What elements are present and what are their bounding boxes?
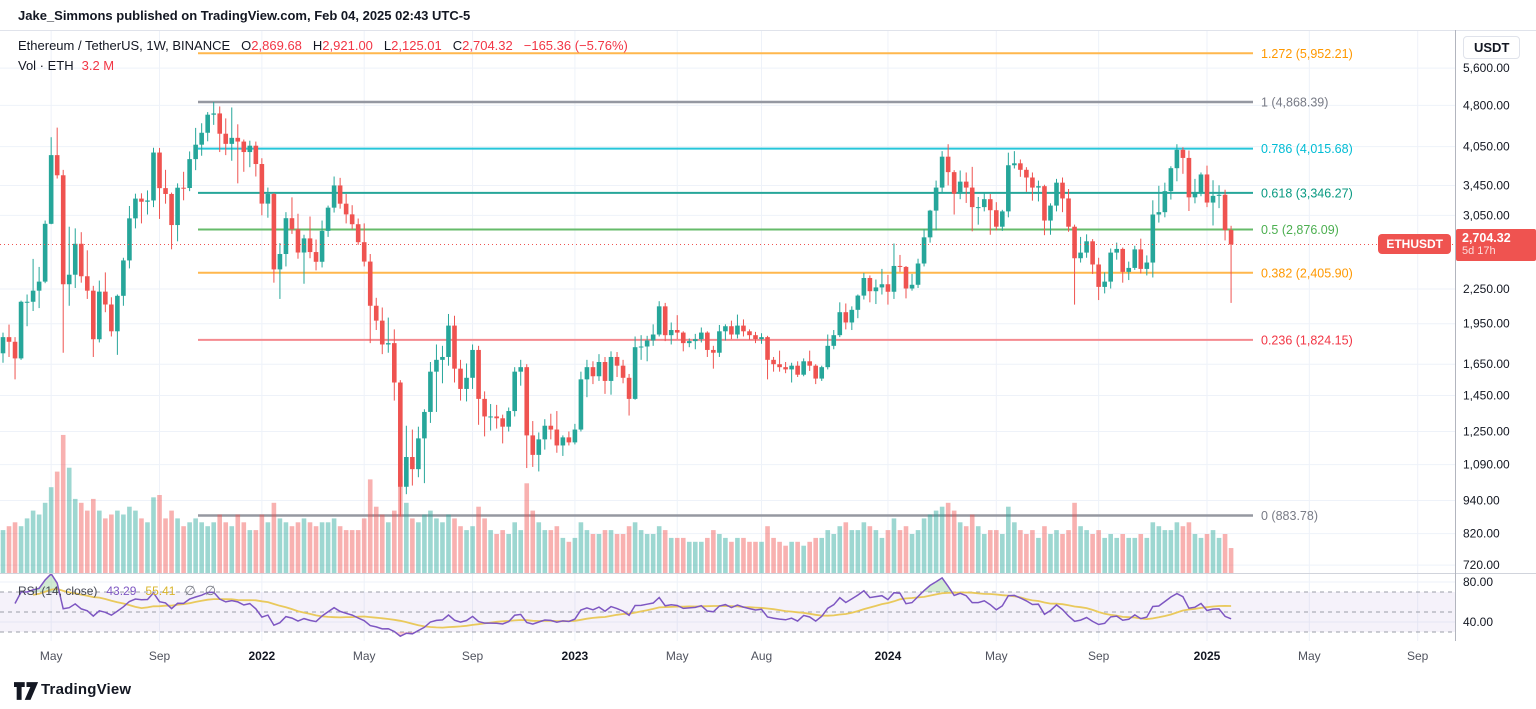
time-axis-label: May	[39, 649, 63, 663]
time-axis-label: May	[984, 649, 1008, 663]
time-axis-label: May	[352, 649, 376, 663]
footer: TradingView	[0, 672, 1536, 709]
time-axis-label: 2023	[561, 649, 589, 663]
volume-bars	[0, 434, 1234, 573]
price-axis-label: 1,250.00	[1463, 424, 1510, 438]
price-axis-label: 720.00	[1463, 558, 1500, 572]
time-axis-label: Sep	[1087, 649, 1110, 663]
symbol-legend: Ethereum / TetherUS, 1W, BINANCE O2,869.…	[18, 38, 628, 53]
price-axis[interactable]: 5,600.00 4,800.00 4,050.00 3,450.00 3,050.00…	[1463, 61, 1510, 629]
ohlc-close: C2,704.32	[453, 38, 513, 53]
high-prefix: H	[312, 38, 323, 53]
tradingview-logo-icon[interactable]	[14, 682, 39, 700]
time-axis-label: May	[1297, 649, 1321, 663]
attribution-text: Jake_Simmons published on TradingView.co…	[18, 8, 471, 23]
time-axis-label: Aug	[750, 649, 773, 663]
change-value: −165.36 (−5.76%)	[523, 38, 628, 53]
volume-value: 3.2 M	[81, 58, 115, 73]
rsi-ma-value: 55.41	[145, 584, 176, 598]
fib-label: 0.618 (3,346.27)	[1261, 186, 1353, 200]
high-value: 2,921.00	[322, 38, 373, 53]
price-axis-label: 5,600.00	[1463, 61, 1510, 75]
rsi-indicator	[14, 573, 1232, 638]
rsi-axis-label: 40.00	[1463, 615, 1493, 629]
low-value: 2,125.01	[391, 38, 442, 53]
bar-countdown: 5d 17h	[1462, 245, 1496, 257]
fib-label: 0 (883.78)	[1261, 509, 1318, 523]
time-axis-label: Sep	[461, 649, 484, 663]
time-axis-label: Sep	[148, 649, 171, 663]
rsi-band	[0, 591, 1455, 633]
fib-label: 0.5 (2,876.09)	[1261, 223, 1339, 237]
volume-legend: Vol · ETH 3.2 M	[18, 58, 114, 73]
ohlc-high: H2,921.00	[313, 38, 373, 53]
price-axis-label: 3,450.00	[1463, 178, 1510, 192]
rsi-legend: RSI (14, close) 43.29 55.41 ∅ ∅	[18, 583, 216, 599]
last-price: 2,704.32	[1462, 231, 1511, 245]
grid-lines	[0, 30, 1455, 641]
open-value: 2,869.68	[251, 38, 302, 53]
time-axis-label: May	[665, 649, 689, 663]
rsi-value: 43.29	[106, 584, 137, 598]
fib-label: 1.272 (5,952.21)	[1261, 47, 1353, 61]
close-value: 2,704.32	[462, 38, 513, 53]
price-chart[interactable]: 1.272 (5,952.21) 1 (4,868.39) 0.786 (4,015…	[0, 30, 1536, 672]
footer-brand-text[interactable]: TradingView	[41, 681, 132, 698]
price-axis-label: 1,650.00	[1463, 357, 1510, 371]
time-axis-label: 2025	[1193, 649, 1221, 663]
last-price-badge: 2,704.32 5d 17h	[1456, 229, 1536, 261]
time-axis-label: 2022	[248, 649, 276, 663]
rsi-title[interactable]: RSI (14, close)	[18, 584, 98, 598]
fib-label: 1 (4,868.39)	[1261, 96, 1328, 110]
fib-label: 0.236 (1,824.15)	[1261, 333, 1353, 347]
symbol-title[interactable]: Ethereum / TetherUS, 1W, BINANCE	[18, 38, 231, 53]
close-prefix: C	[452, 38, 463, 53]
rsi-ma-line	[32, 587, 1232, 629]
price-axis-label: 1,450.00	[1463, 389, 1510, 403]
symbol-price-line-label: ETHUSDT	[1378, 234, 1451, 254]
price-axis-label: 1,090.00	[1463, 458, 1510, 472]
rsi-empty-icon-1: ∅	[184, 583, 196, 598]
low-prefix: L	[383, 38, 392, 53]
time-axis-label: 2024	[874, 649, 902, 663]
rsi-line	[14, 573, 1232, 638]
open-prefix: O	[241, 38, 252, 53]
volume-label[interactable]: Vol · ETH	[18, 58, 74, 73]
price-axis-label: 3,050.00	[1463, 208, 1510, 222]
price-axis-label: 4,800.00	[1463, 98, 1510, 112]
time-axis-label: Sep	[1407, 649, 1429, 663]
ohlc-low: L2,125.01	[384, 38, 442, 53]
price-axis-label: 2,250.00	[1463, 282, 1510, 296]
price-axis-label: 4,050.00	[1463, 140, 1510, 154]
time-axis[interactable]: May Sep 2022 May Sep 2023 May Aug 2024 May Sep 2025…	[0, 641, 1536, 672]
candles	[0, 102, 1234, 517]
rsi-axis-label: 80.00	[1463, 575, 1493, 589]
price-axis-label: 1,950.00	[1463, 317, 1510, 331]
rsi-empty-icon-2: ∅	[204, 583, 217, 598]
price-axis-label: 940.00	[1463, 494, 1500, 508]
ohlc-open: O2,869.68	[241, 38, 302, 53]
price-axis-label: 820.00	[1463, 527, 1500, 541]
fib-label: 0.786 (4,015.68)	[1261, 142, 1353, 156]
price-axis-currency-button[interactable]: USDT	[1463, 36, 1521, 59]
fib-label: 0.382 (2,405.90)	[1261, 266, 1353, 280]
